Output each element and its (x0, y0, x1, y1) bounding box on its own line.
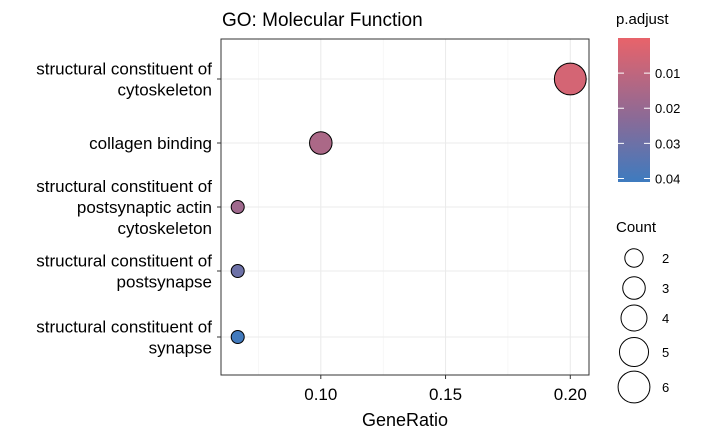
y-tick-label: collagen binding (89, 134, 212, 153)
grid-lines (221, 39, 589, 375)
x-axis-label: GeneRatio (362, 410, 448, 430)
y-tick-label: structural constituent of postsynaptic ac… (36, 177, 212, 238)
plot-area (220, 38, 590, 376)
size-legend-circle (622, 276, 646, 300)
data-points (230, 62, 587, 344)
color-legend-tick-label: 0.04 (655, 171, 680, 186)
size-legend-label: 5 (662, 345, 669, 360)
color-legend-ticks: 0.01 0.02 0.03 0.04 (618, 66, 680, 186)
size-legend-label: 4 (662, 311, 669, 326)
x-tick-label: 0.20 (554, 385, 587, 404)
size-legend-items: 2 3 4 5 6 (617, 248, 669, 404)
x-tick-label: 0.10 (304, 385, 337, 404)
size-legend-circle (617, 370, 651, 404)
size-legend-label: 3 (662, 281, 669, 296)
data-point (230, 264, 245, 278)
data-point (230, 330, 245, 344)
y-axis-ticks: structural constituent of cytoskeleton col… (36, 60, 221, 358)
color-legend-tick-label: 0.01 (655, 66, 680, 81)
color-legend-title: p.adjust (616, 11, 669, 28)
chart-title: GO: Molecular Function (222, 10, 423, 31)
color-legend-tick-label: 0.02 (655, 101, 680, 116)
data-point (309, 131, 333, 155)
y-tick-label: structural constituent of cytoskeleton (36, 60, 212, 100)
color-legend-bar (618, 38, 650, 182)
color-legend-tick-label: 0.03 (655, 136, 680, 151)
data-point (553, 62, 587, 96)
size-legend-title: Count (616, 219, 657, 236)
x-tick-label: 0.15 (429, 385, 462, 404)
size-legend-label: 2 (662, 251, 669, 266)
size-legend-circle (624, 248, 644, 268)
size-legend-circle (620, 304, 648, 332)
y-tick-label: structural constituent of postsynapse (36, 252, 212, 292)
size-legend-label: 6 (662, 380, 669, 395)
color-legend: p.adjust 0.01 0.02 0.03 0.04 (616, 11, 680, 186)
size-legend-circle (618, 336, 650, 368)
size-legend: Count 2 3 4 5 6 (616, 219, 669, 404)
x-axis-ticks: 0.10 0.15 0.20 (304, 375, 587, 404)
data-point (230, 200, 245, 214)
y-tick-label: structural constituent of synapse (36, 318, 212, 358)
